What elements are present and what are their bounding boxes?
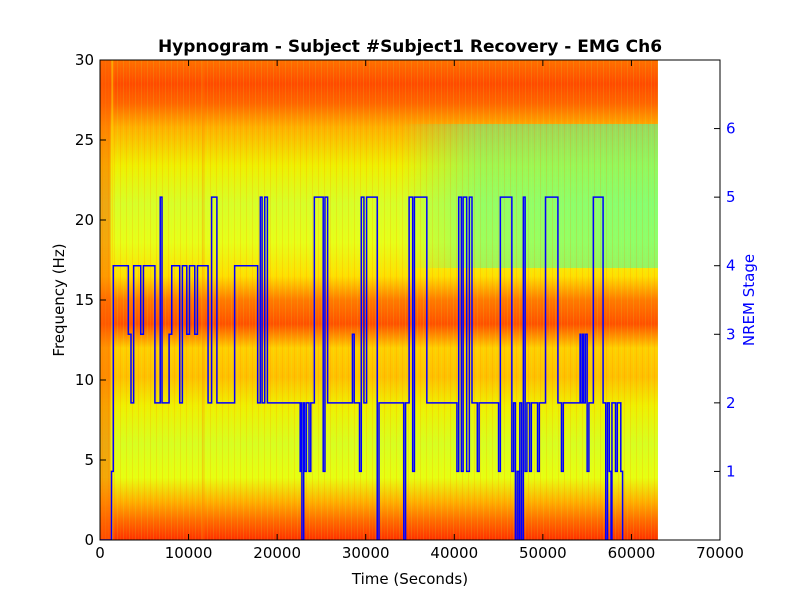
x-tick-label: 0	[95, 544, 105, 562]
y-axis-ticks: 0 5 10 15 20 25 30	[75, 51, 106, 549]
x-tick-label: 10000	[165, 544, 213, 562]
y-tick-label: 10	[75, 371, 94, 389]
y-tick-label: 20	[75, 211, 94, 229]
hypnogram-line	[100, 196, 624, 540]
spectrogram-streak	[201, 60, 204, 540]
y2-tick-label: 5	[726, 188, 736, 206]
y2-tick-label: 3	[726, 325, 736, 343]
x-axis-label: Time (Seconds)	[351, 570, 468, 588]
y2-tick-label: 1	[726, 462, 736, 480]
y2-tick-label: 2	[726, 394, 736, 412]
x-tick-label: 30000	[342, 544, 390, 562]
y2-tick-label: 6	[726, 120, 736, 138]
chart-title: Hypnogram - Subject #Subject1 Recovery -…	[158, 37, 662, 57]
y2-tick-label: 4	[726, 257, 736, 275]
y-tick-label: 15	[75, 291, 94, 309]
y-axis-label: Frequency (Hz)	[50, 243, 68, 356]
y-tick-label: 25	[75, 131, 94, 149]
y-tick-label: 5	[84, 451, 94, 469]
x-tick-label: 60000	[608, 544, 656, 562]
y2-axis-label: NREM Stage	[740, 254, 758, 346]
plot-area	[100, 60, 658, 540]
y-tick-label: 30	[75, 51, 94, 69]
y2-axis-ticks: 1 2 3 4 5 6	[714, 120, 736, 480]
y-tick-label: 0	[84, 531, 94, 549]
x-tick-label: 40000	[430, 544, 478, 562]
x-tick-label: 70000	[696, 544, 744, 562]
x-tick-label: 20000	[253, 544, 301, 562]
x-axis-ticks: 0 10000 20000 30000 40000 50000 60000 70000	[95, 60, 744, 562]
spectrogram-streak	[111, 60, 114, 540]
x-tick-label: 50000	[519, 544, 567, 562]
